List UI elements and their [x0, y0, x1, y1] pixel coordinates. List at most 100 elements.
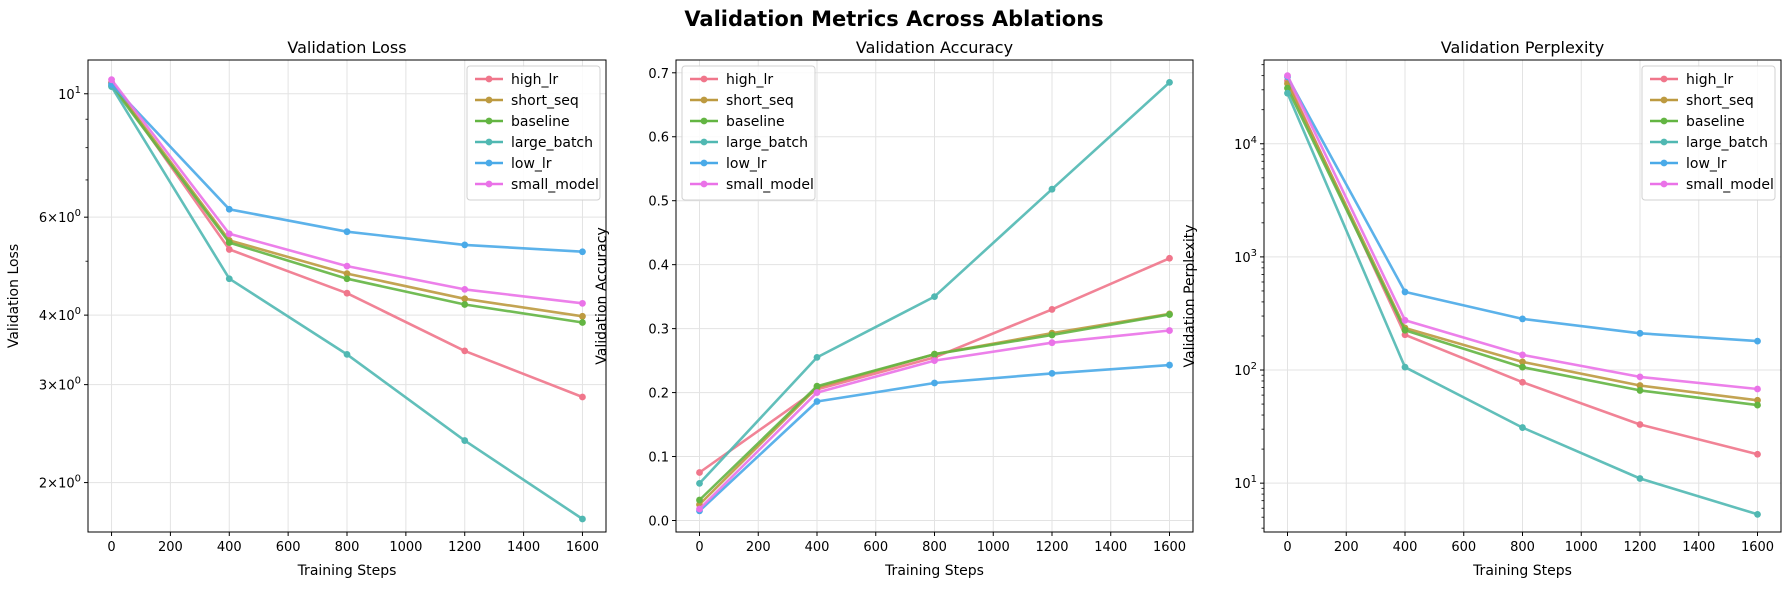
legend-label: baseline [511, 114, 570, 130]
y-tick-base: 0.3 [648, 323, 669, 338]
y-tick-exponent: 2 [1251, 361, 1257, 372]
data-point-baseline [813, 382, 821, 390]
data-point-small_model [1048, 339, 1056, 347]
x-tick-label: 1000 [977, 540, 1010, 555]
data-point-large_batch [1284, 89, 1291, 97]
x-tick-label: 600 [1451, 540, 1476, 555]
data-point-low_lr [813, 398, 821, 405]
y-tick-base: 0.7 [648, 67, 669, 82]
legend-marker-baseline [700, 117, 708, 125]
y-tick-label: 0.4 [648, 259, 669, 274]
data-point-large_batch [343, 350, 351, 358]
data-point-large_batch [579, 515, 586, 523]
data-point-small_model [1284, 72, 1291, 80]
x-tick-label: 0 [1283, 540, 1291, 555]
y-tick-base: 0.5 [648, 195, 669, 210]
data-point-low_lr [1754, 337, 1761, 345]
x-tick-label: 600 [863, 540, 888, 555]
panel-title: Validation Accuracy [856, 38, 1013, 57]
data-point-low_lr [931, 379, 938, 387]
data-point-high_lr [461, 347, 469, 355]
legend-label: short_seq [1686, 93, 1754, 109]
y-tick-base: 6×10 [39, 211, 75, 226]
x-tick-label: 1200 [1035, 540, 1068, 555]
data-point-small_model [1401, 316, 1409, 324]
y-tick-label: 104 [1234, 135, 1257, 153]
data-point-small_model [461, 285, 469, 293]
y-tick-base: 0.1 [648, 451, 669, 466]
x-tick-label: 400 [805, 540, 830, 555]
legend-marker-low_lr [485, 159, 493, 167]
x-tick-label: 200 [746, 540, 771, 555]
data-point-short_seq [1519, 358, 1526, 366]
data-point-short_seq [1754, 396, 1761, 404]
y-tick-base: 3×10 [39, 379, 75, 394]
x-tick-label: 1400 [1682, 540, 1715, 555]
legend-marker-short_seq [1660, 96, 1668, 104]
legend-label: baseline [726, 114, 785, 130]
data-point-baseline [696, 496, 703, 504]
x-tick-label: 1600 [566, 540, 599, 555]
data-point-low_lr [579, 248, 586, 256]
legend-marker-large_batch [1660, 138, 1668, 146]
legend: high_lr short_seq baseline large_batch low_l… [681, 65, 816, 201]
data-point-baseline [343, 275, 351, 283]
legend-marker-baseline [485, 117, 493, 125]
x-tick-label: 0 [107, 540, 115, 555]
data-point-baseline [461, 301, 469, 308]
data-point-low_lr [1401, 288, 1409, 296]
data-point-large_batch [1636, 475, 1644, 482]
y-tick-exponent: 1 [1251, 474, 1257, 485]
legend-marker-baseline [1660, 117, 1668, 125]
loss-panel: 0 200 400 600 800 1000 1200 1400 16001016×1004×1… [6, 38, 607, 579]
y-tick-exponent: 0 [75, 376, 81, 387]
data-point-low_lr [1048, 369, 1056, 377]
legend-label: high_lr [511, 72, 558, 88]
data-point-short_seq [1636, 382, 1644, 389]
legend-marker-short_seq [700, 96, 708, 104]
y-tick-label: 103 [1234, 248, 1257, 266]
data-point-large_batch [813, 353, 821, 361]
data-point-high_lr [1519, 378, 1526, 386]
data-point-baseline [1166, 311, 1173, 318]
data-point-large_batch [1754, 510, 1761, 518]
y-tick-exponent: 4 [1251, 135, 1257, 146]
legend-label: low_lr [511, 156, 552, 172]
data-point-large_batch [461, 437, 469, 444]
y-tick-label: 0.5 [648, 195, 669, 210]
y-tick-base: 10 [1234, 251, 1251, 266]
legend-marker-high_lr [700, 75, 708, 83]
figure-title: Validation Metrics Across Ablations [684, 7, 1103, 31]
y-tick-exponent: 0 [75, 208, 81, 219]
y-tick-base: 10 [1234, 477, 1251, 492]
data-point-baseline [579, 319, 586, 326]
x-tick-label: 1600 [1741, 540, 1774, 555]
x-tick-label: 400 [1393, 540, 1418, 555]
legend-label: high_lr [1686, 72, 1733, 88]
y-tick-exponent: 3 [1251, 248, 1257, 259]
y-tick-exponent: 0 [75, 474, 81, 485]
data-point-high_lr [579, 393, 586, 401]
y-tick-exponent: 0 [75, 306, 81, 317]
data-point-large_batch [1166, 78, 1173, 86]
data-point-small_model [1166, 327, 1173, 334]
x-tick-label: 400 [217, 540, 242, 555]
x-tick-label: 1400 [507, 540, 540, 555]
data-point-baseline [1519, 363, 1526, 371]
data-point-small_model [696, 505, 703, 513]
data-point-short_seq [461, 295, 469, 303]
y-tick-base: 0.6 [648, 131, 669, 146]
data-point-baseline [225, 239, 233, 247]
data-point-short_seq [579, 312, 586, 320]
x-tick-label: 800 [1510, 540, 1535, 555]
data-point-high_lr [1636, 421, 1644, 428]
legend-label: small_model [511, 177, 599, 193]
y-tick-label: 0.1 [648, 451, 669, 466]
data-point-high_lr [225, 246, 233, 253]
y-tick-label: 0.0 [648, 514, 669, 529]
x-tick-label: 1200 [448, 540, 481, 555]
y-tick-base: 10 [1234, 364, 1251, 379]
y-tick-label: 101 [1234, 474, 1257, 492]
legend-marker-small_model [485, 180, 493, 188]
y-tick-label: 102 [1234, 361, 1257, 379]
